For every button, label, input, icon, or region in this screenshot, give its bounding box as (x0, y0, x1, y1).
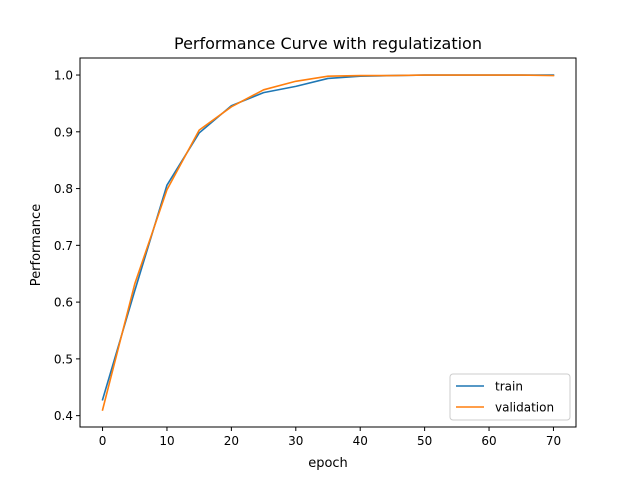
series-line-validation (101, 74, 555, 411)
series-line-train (101, 74, 555, 401)
y-tick-label: 0.4 (54, 409, 73, 423)
y-tick-label: 0.7 (54, 239, 73, 253)
chart-title: Performance Curve with regulatization (174, 34, 482, 53)
y-tick-label: 0.9 (54, 125, 73, 139)
y-axis: 0.4 0.5 0.6 0.7 0.8 0.9 1.0 (54, 69, 80, 423)
x-tick-label: 40 (353, 434, 368, 448)
plot-frame (79, 57, 577, 428)
legend: train validation (449, 373, 571, 421)
y-tick-label: 1.0 (54, 69, 73, 83)
y-axis-label: Performance (29, 204, 44, 286)
x-tick-label: 70 (546, 434, 561, 448)
legend-label-train: train (495, 380, 523, 394)
x-axis-label: epoch (308, 456, 348, 471)
x-tick-label: 50 (417, 434, 432, 448)
x-tick-label: 20 (224, 434, 239, 448)
x-axis: 0 10 20 30 40 50 60 70 (99, 427, 561, 448)
plot-lines (101, 74, 555, 411)
y-tick-label: 0.5 (54, 352, 73, 366)
x-tick-label: 10 (159, 434, 174, 448)
y-tick-label: 0.6 (54, 296, 73, 310)
y-tick-label: 0.8 (54, 182, 73, 196)
x-tick-label: 0 (99, 434, 107, 448)
x-tick-label: 60 (481, 434, 496, 448)
legend-label-validation: validation (495, 401, 554, 415)
x-tick-label: 30 (288, 434, 303, 448)
